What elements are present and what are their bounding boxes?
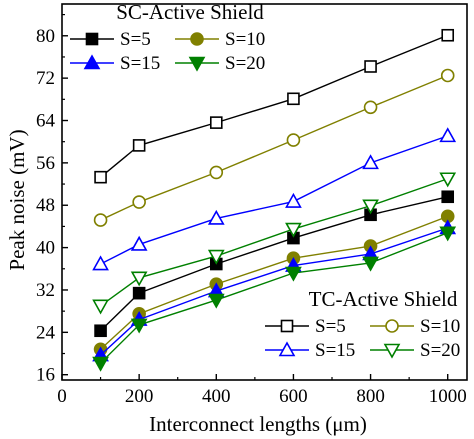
y-tick-label-80: 80 (36, 26, 55, 47)
data-point-sc-s20-100 (92, 356, 109, 372)
y-tick-label-24: 24 (36, 322, 56, 343)
data-point-sc-s5-200 (132, 286, 146, 300)
x-tick-label-600: 600 (279, 386, 308, 407)
data-point-tc-s15-200 (130, 235, 148, 251)
data-point-tc-s15-800 (362, 154, 379, 170)
data-point-sc-s5-1000 (441, 190, 455, 204)
legend-marker (190, 32, 204, 46)
legend-title-tc: TC-Active Shield (309, 287, 458, 311)
legend-sc: SC-Active Shield S=5 S=10 S=15 S=20 (70, 0, 265, 74)
data-point-tc-s5-800 (364, 60, 377, 73)
data-point-tc-s15-600 (285, 192, 302, 208)
y-tick-label-72: 72 (36, 68, 55, 89)
legend-item-tc-s20: S=20 (370, 340, 460, 361)
data-point-tc-s20-600 (285, 222, 302, 238)
data-point-tc-s10-100 (93, 213, 108, 227)
x-tick-label-800: 800 (356, 386, 385, 407)
x-tick-label-1000: 1000 (429, 386, 467, 407)
data-point-tc-s20-100 (92, 299, 109, 315)
y-tick-label-64: 64 (36, 111, 56, 132)
legend-label: S=10 (225, 29, 265, 50)
data-point-sc-s20-1000 (439, 226, 457, 242)
legend-label: S=5 (120, 29, 151, 50)
series-line-tc-s5 (100, 34, 448, 178)
legend-marker (83, 54, 101, 70)
x-tick-label-0: 0 (57, 386, 67, 407)
legend-label: S=20 (225, 53, 265, 74)
series-line-tc-s20 (100, 178, 448, 307)
data-point-tc-s10-1000 (440, 68, 455, 83)
x-axis-title: Interconnect lengths (μm) (149, 412, 367, 436)
y-axis-title: Peak noise (mV) (5, 129, 29, 270)
legend-item-tc-s5: S=5 (265, 316, 346, 337)
legend-label: S=15 (120, 53, 160, 74)
legend-label: S=15 (315, 340, 355, 361)
plot-frame (61, 3, 468, 381)
legend-marker (280, 319, 294, 333)
legend-label: S=5 (315, 316, 346, 337)
y-tick-label-40: 40 (36, 238, 55, 259)
data-point-tc-s15-100 (92, 255, 109, 271)
data-point-tc-s20-800 (362, 199, 379, 215)
data-point-tc-s15-400 (207, 209, 225, 225)
data-point-tc-s10-400 (209, 165, 224, 180)
plot-marks (92, 28, 457, 372)
data-point-sc-s20-800 (362, 256, 379, 272)
legend-tc: TC-Active Shield S=5 S=10 S=15 S=20 (265, 287, 460, 361)
data-point-sc-s5-100 (94, 324, 107, 338)
data-point-tc-s5-200 (132, 139, 146, 152)
legend-title-sc: SC-Active Shield (116, 0, 264, 24)
data-point-tc-s5-600 (287, 92, 300, 106)
legend-marker (385, 319, 399, 333)
y-tick-label-32: 32 (36, 280, 55, 301)
legend-marker (85, 32, 99, 46)
data-point-tc-s10-800 (363, 100, 378, 115)
legend-item-sc-s20: S=20 (175, 53, 265, 74)
data-point-tc-s20-1000 (439, 172, 457, 188)
legend-marker (188, 56, 206, 72)
x-tick-label-400: 400 (202, 386, 231, 407)
data-point-sc-s20-200 (130, 318, 148, 334)
y-tick-label-16: 16 (36, 365, 55, 386)
data-point-sc-s20-600 (285, 266, 302, 282)
legend-item-sc-s5: S=5 (70, 29, 151, 50)
data-point-tc-s5-100 (94, 170, 107, 184)
legend-label: S=10 (420, 316, 460, 337)
y-tick-label-56: 56 (36, 153, 55, 174)
data-point-tc-s10-200 (132, 195, 146, 209)
data-point-tc-s20-400 (207, 249, 225, 265)
legend-item-tc-s15: S=15 (265, 340, 355, 361)
data-point-sc-s20-400 (207, 293, 225, 309)
legend-label: S=20 (420, 340, 460, 361)
data-point-tc-s15-1000 (439, 127, 457, 143)
data-point-tc-s20-200 (130, 271, 148, 287)
y-tick-label-48: 48 (36, 195, 55, 216)
x-tick-label-200: 200 (125, 386, 154, 407)
legend-item-sc-s15: S=15 (70, 53, 160, 74)
data-point-tc-s5-1000 (441, 28, 455, 42)
axes: 0 200 400 600 800 1000 16 24 32 40 48 56 64 72 80 (36, 3, 468, 407)
series-line-tc-s10 (100, 74, 448, 221)
legend-item-tc-s10: S=10 (370, 316, 460, 337)
data-point-tc-s5-400 (209, 116, 223, 129)
legend-marker (383, 343, 401, 359)
data-point-tc-s10-600 (286, 133, 301, 147)
series-line-sc-s20 (100, 232, 448, 364)
series-line-sc-s5 (100, 196, 448, 332)
legend-marker (278, 341, 296, 357)
legend-item-sc-s10: S=10 (175, 29, 265, 50)
